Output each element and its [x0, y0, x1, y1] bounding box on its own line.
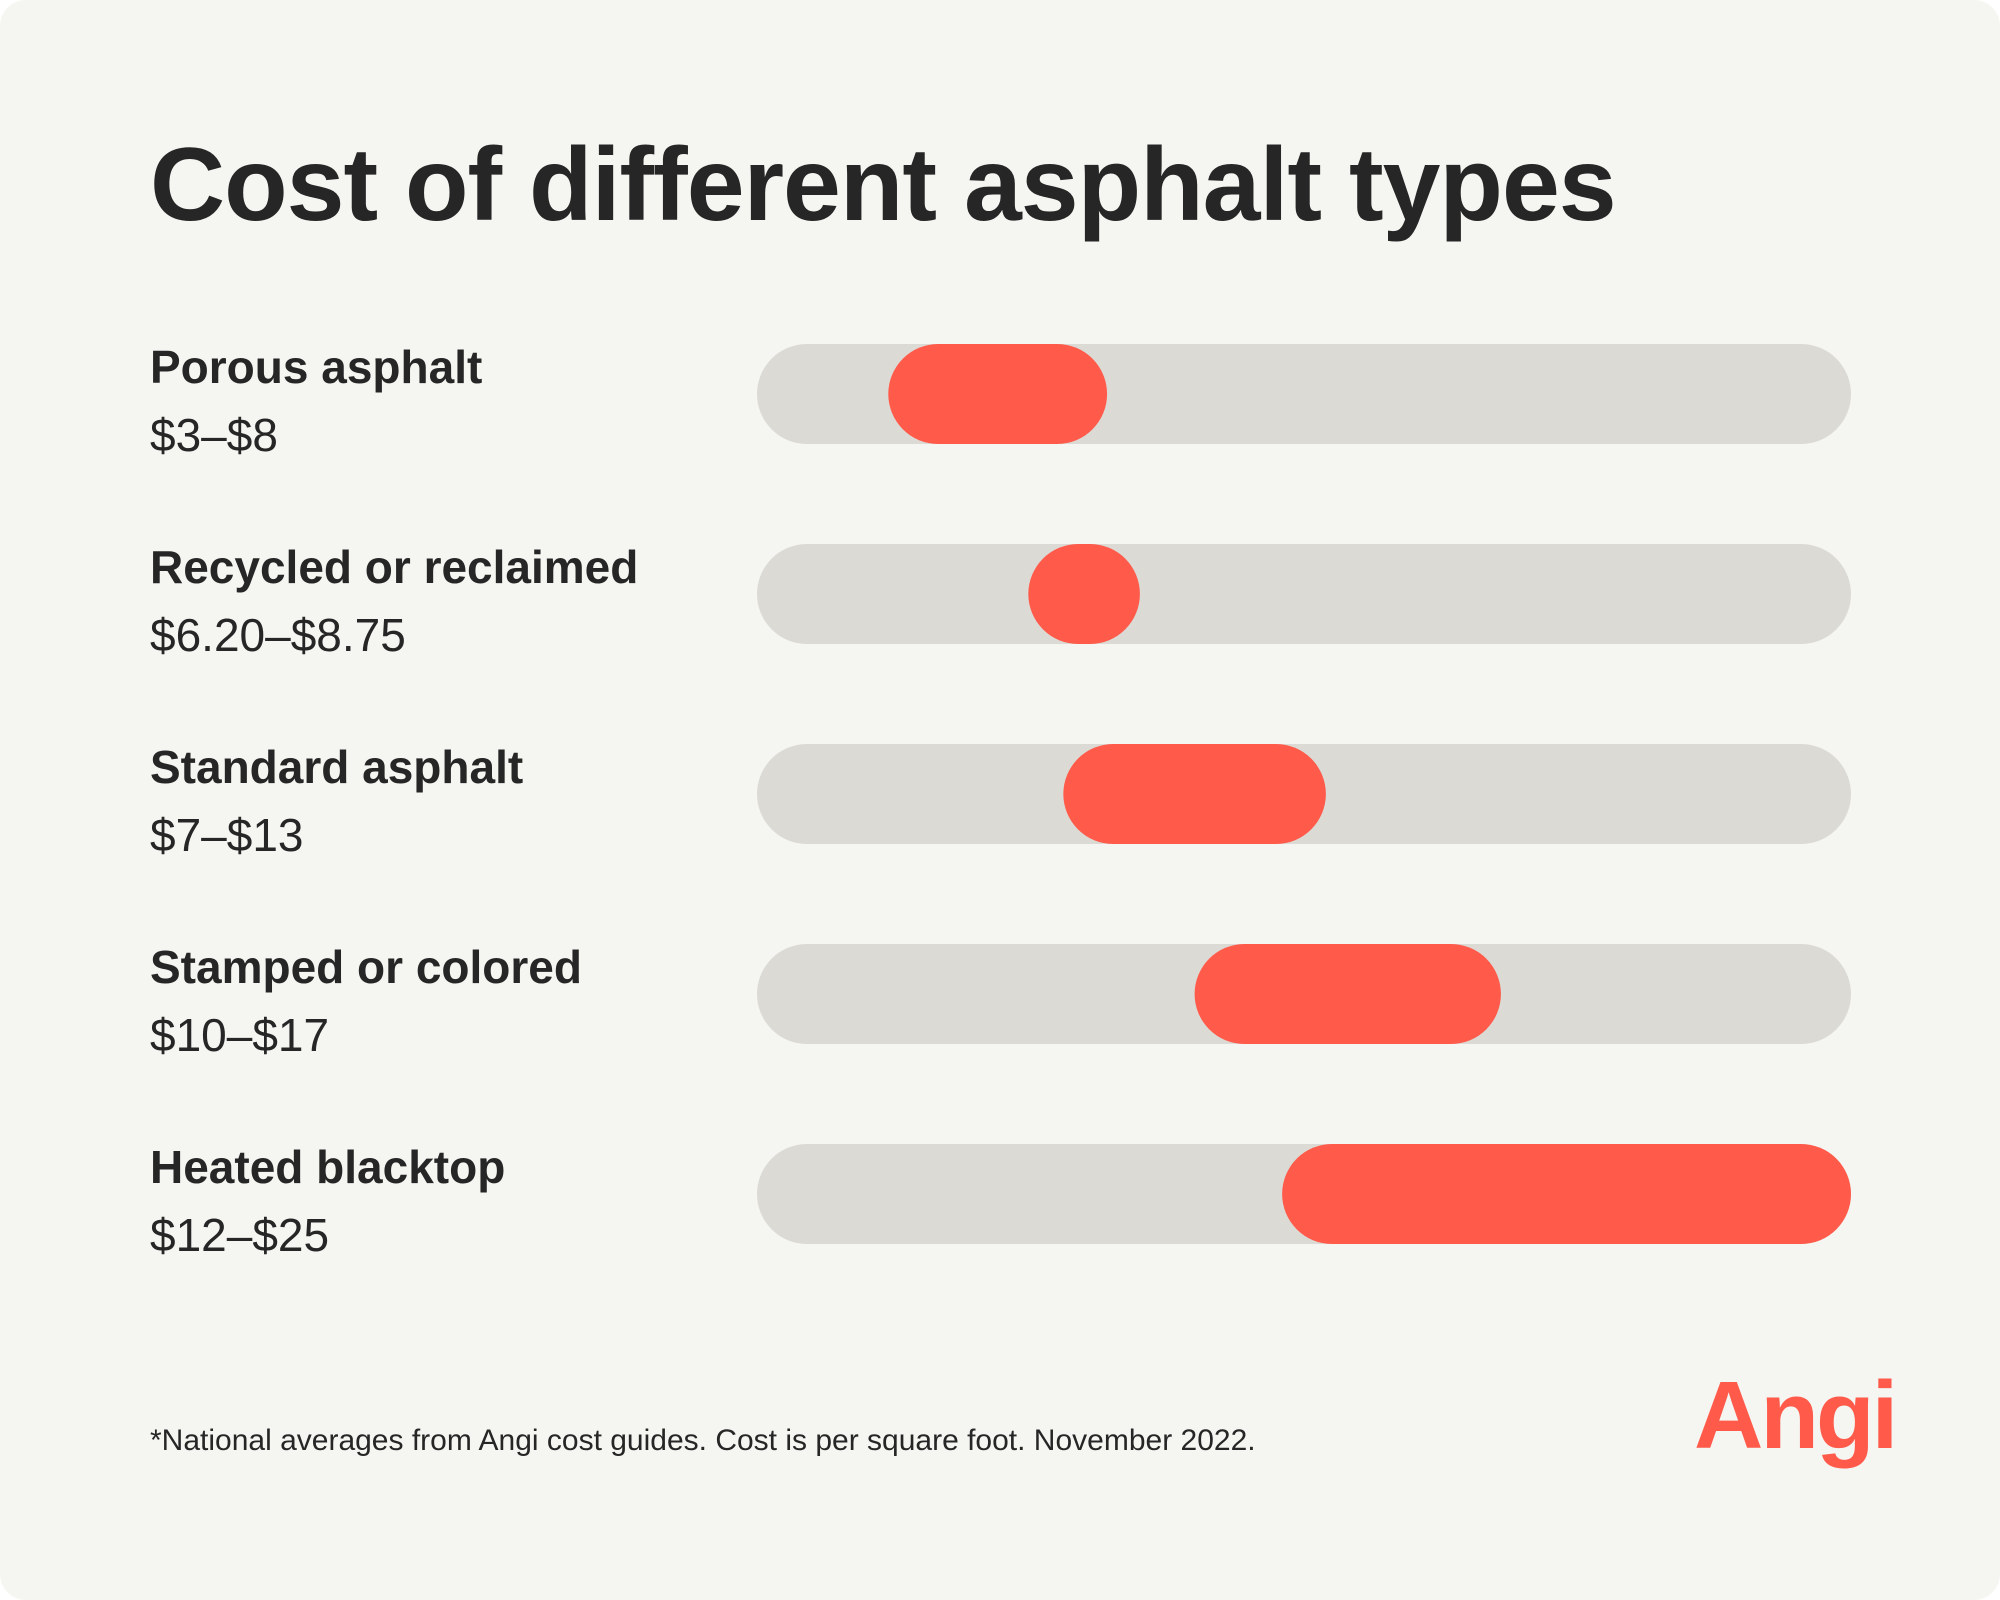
footnote: *National averages from Angi cost guides… [150, 1424, 1256, 1457]
chart-row: Stamped or colored $10–$17 [150, 941, 1851, 1061]
row-label: Recycled or reclaimed [150, 541, 638, 593]
chart-rows: Porous asphalt $3–$8 Recycled or reclaimed… [150, 341, 1851, 1261]
row-range-label: $6.20–$8.75 [150, 609, 406, 661]
row-range-label: $10–$17 [150, 1009, 329, 1061]
row-label: Porous asphalt [150, 341, 482, 393]
angi-logo: Angi [1694, 1362, 1898, 1469]
row-range-label: $7–$13 [150, 809, 304, 861]
range-bar [1063, 744, 1326, 844]
range-track [757, 544, 1851, 644]
chart-row: Standard asphalt $7–$13 [150, 741, 1851, 861]
chart-row: Heated blacktop $12–$25 [150, 1141, 1851, 1261]
chart-row: Porous asphalt $3–$8 [150, 341, 1851, 461]
row-range-label: $3–$8 [150, 409, 278, 461]
row-label: Heated blacktop [150, 1141, 505, 1193]
range-bar [888, 344, 1108, 444]
range-bar [1028, 544, 1140, 644]
row-label: Standard asphalt [150, 741, 523, 793]
range-bar [1194, 944, 1501, 1044]
row-range-label: $12–$25 [150, 1209, 329, 1261]
chart-title: Cost of different asphalt types [150, 127, 1617, 243]
chart-row: Recycled or reclaimed $6.20–$8.75 [150, 541, 1851, 661]
range-bar [1282, 1144, 1851, 1244]
row-label: Stamped or colored [150, 941, 582, 993]
